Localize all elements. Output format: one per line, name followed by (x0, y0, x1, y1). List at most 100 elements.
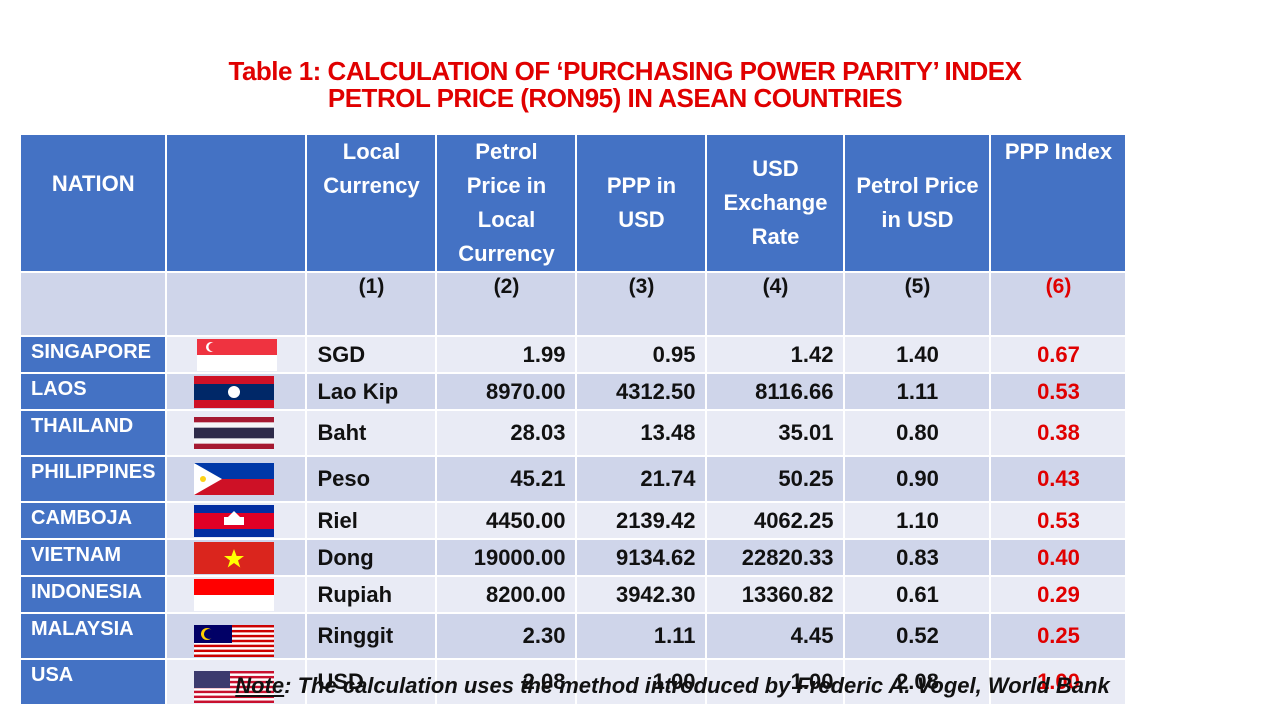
cell: 8200.00 (437, 577, 576, 612)
cell (21, 273, 166, 335)
nation: USA (21, 660, 166, 704)
cell: 0.40 (991, 540, 1126, 575)
cell: 1.40 (845, 337, 990, 372)
cell: 2.08 (845, 660, 990, 704)
flag (194, 504, 275, 537)
cell: 4312.50 (577, 374, 706, 409)
cell: 8970.00 (437, 374, 576, 409)
cell: 0.52 (845, 614, 990, 658)
cell: 1.11 (577, 614, 706, 658)
cell: 0.38 (991, 411, 1126, 455)
data-row: CAMBOJA Riel 4450.00 2139.42 4062.25 1.10 0.53 (21, 503, 1126, 538)
data-row: THAILAND Baht 28.03 13.48 35.01 0.80 0.38 (21, 411, 1126, 455)
flag-cell (167, 503, 306, 538)
cell: 0.61 (845, 577, 990, 612)
flag-cell (167, 577, 306, 612)
nation: SINGAPORE (21, 337, 166, 372)
cell: 13.48 (577, 411, 706, 455)
cell: 8116.66 (707, 374, 844, 409)
cell: 4.45 (707, 614, 844, 658)
column-number-row: (1) (2) (3) (4) (5) (6) (21, 273, 1126, 335)
cell: Ringgit (307, 614, 436, 658)
flag (194, 625, 275, 657)
cell: Baht (307, 411, 436, 455)
cell: 1.99 (437, 337, 576, 372)
cell (167, 273, 306, 335)
header-cell: PPP in USD (577, 135, 706, 271)
cell: 3942.30 (577, 577, 706, 612)
cell: SGD (307, 337, 436, 372)
nation: CAMBOJA (21, 503, 166, 538)
cell: 9134.62 (577, 540, 706, 575)
flag (194, 578, 275, 611)
nation: MALAYSIA (21, 614, 166, 658)
header-cell: NATION (21, 135, 166, 271)
cell: 45.21 (437, 457, 576, 501)
cell: Rupiah (307, 577, 436, 612)
data-row: VIETNAM Dong 19000.00 9134.62 22820.33 0.83 0.… (21, 540, 1126, 575)
flag-cell (167, 374, 306, 409)
flag-cell (167, 337, 306, 372)
flag-cell (167, 660, 306, 704)
cell: 4062.25 (707, 503, 844, 538)
cell: 0.90 (845, 457, 990, 501)
cell: 0.80 (845, 411, 990, 455)
cell: 0.29 (991, 577, 1126, 612)
flag (197, 338, 278, 371)
header-cell: Petrol Price in USD (845, 135, 990, 271)
column-number: (6) (991, 273, 1126, 335)
data-row: MALAYSIA Ringgit 2.30 1.11 4.45 0.52 0.25 (21, 614, 1126, 658)
cell: 0.83 (845, 540, 990, 575)
cell: 1.11 (845, 374, 990, 409)
ppp-table: NATION Local Currency Petrol Price in Lo… (19, 133, 1127, 706)
cell: 1.10 (845, 503, 990, 538)
column-number: (5) (845, 273, 990, 335)
cell: 1.00 (991, 660, 1126, 704)
header-row: NATION Local Currency Petrol Price in Lo… (21, 135, 1126, 271)
nation: VIETNAM (21, 540, 166, 575)
header-cell (167, 135, 306, 271)
cell: 2.08 (437, 660, 576, 704)
cell: 0.95 (577, 337, 706, 372)
flag-cell (167, 614, 306, 658)
note: Note: The calculation uses the method in… (0, 673, 1280, 699)
cell: 0.25 (991, 614, 1126, 658)
flag-cell (167, 411, 306, 455)
cell: Peso (307, 457, 436, 501)
nation: THAILAND (21, 411, 166, 455)
cell: 50.25 (707, 457, 844, 501)
cell: 1.42 (707, 337, 844, 372)
header-cell: PPP Index (991, 135, 1126, 271)
data-row: SINGAPORE SGD 1.99 0.95 1.42 1.40 0.67 (21, 337, 1126, 372)
column-number: (3) (577, 273, 706, 335)
data-row: USA USD 2.08 1.00 1.00 2.08 1.00 (21, 660, 1126, 704)
flag-cell (167, 540, 306, 575)
title-line: Table 1: CALCULATION OF ‘PURCHASING POWE… (228, 56, 1023, 86)
cell: USD (307, 660, 436, 704)
nation: LAOS (21, 374, 166, 409)
header-cell: Local Currency (307, 135, 436, 271)
flag (194, 671, 275, 703)
data-row: INDONESIA Rupiah 8200.00 3942.30 13360.82 0.6… (21, 577, 1126, 612)
flag (194, 375, 275, 408)
cell: Lao Kip (307, 374, 436, 409)
header-cell: USD Exchange Rate (707, 135, 844, 271)
cell: 28.03 (437, 411, 576, 455)
column-number: (1) (307, 273, 436, 335)
table-body: NATION Local Currency Petrol Price in Lo… (21, 135, 1126, 704)
cell: 19000.00 (437, 540, 576, 575)
note-label: Note (235, 673, 285, 698)
cell: 1.00 (707, 660, 844, 704)
cell: 0.53 (991, 503, 1126, 538)
flag-cell (167, 457, 306, 501)
flag (194, 541, 275, 574)
cell: 0.43 (991, 457, 1126, 501)
cell: 2.30 (437, 614, 576, 658)
nation: INDONESIA (21, 577, 166, 612)
cell: 13360.82 (707, 577, 844, 612)
cell: 4450.00 (437, 503, 576, 538)
cell: 22820.33 (707, 540, 844, 575)
header-cell: Petrol Price in Local Currency (437, 135, 576, 271)
note-text: : The calculation uses the method introd… (284, 673, 1110, 698)
